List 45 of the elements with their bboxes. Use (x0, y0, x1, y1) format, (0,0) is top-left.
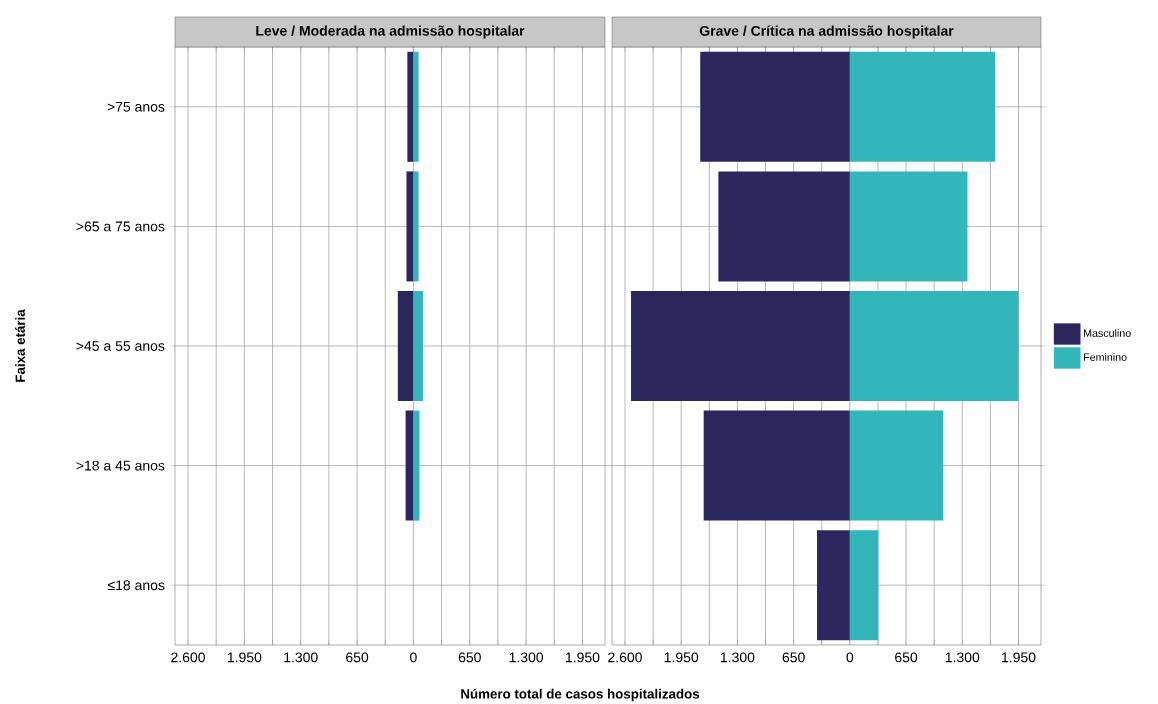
bar (405, 410, 414, 521)
x-tick-label: 1.950 (664, 652, 699, 663)
bar (407, 51, 414, 162)
bar (849, 171, 968, 282)
x-tick-label: 2.600 (171, 652, 205, 663)
x-tick-label: 1.300 (284, 652, 318, 663)
bar (413, 290, 423, 402)
y-axis-title: Faixa etária (15, 309, 25, 382)
chart-title: Grave / Crítica na admissão hospitalar (699, 25, 954, 39)
bar (849, 530, 879, 641)
x-tick-label: 1.950 (1002, 652, 1036, 663)
bar (397, 290, 414, 402)
x-axis-title: Número total de casos hospitalizados (461, 688, 700, 702)
x-tick-label: 650 (782, 652, 805, 663)
x-tick-label: 0 (846, 652, 854, 663)
bar (406, 171, 414, 282)
y-tick-label: >45 a 55 anos (76, 341, 165, 351)
x-tick-label: 2.600 (608, 652, 642, 663)
bar (413, 51, 419, 162)
x-tick-label: 650 (458, 652, 481, 663)
x-tick-label: 1.950 (227, 652, 262, 663)
bar (849, 410, 944, 521)
x-tick-label: 650 (895, 652, 918, 663)
bar (631, 290, 850, 402)
x-tick-label: 0 (410, 652, 417, 663)
chart-title: Leve / Moderada na admissão hospitalar (256, 25, 525, 39)
x-tick-label: 1.300 (720, 652, 755, 663)
y-tick-label: >75 anos (107, 101, 165, 112)
y-tick-label: >18 a 45 anos (76, 460, 165, 471)
legend-label: Feminino (1084, 353, 1127, 361)
y-tick-label: >65 a 75 anos (76, 221, 165, 232)
x-tick-label: 1.300 (509, 652, 544, 663)
bar (849, 290, 1019, 402)
bar (718, 171, 850, 282)
bar (700, 51, 850, 162)
bar (413, 410, 420, 521)
bar (816, 530, 850, 641)
y-tick-label: ≤18 anos (107, 580, 165, 591)
x-tick-label: 650 (346, 652, 369, 663)
bar (413, 171, 419, 282)
bar (849, 51, 996, 162)
bar (703, 410, 850, 521)
x-tick-label: 1.950 (566, 652, 600, 663)
legend-label: Masculino (1084, 329, 1131, 337)
x-tick-label: 1.300 (945, 652, 980, 663)
